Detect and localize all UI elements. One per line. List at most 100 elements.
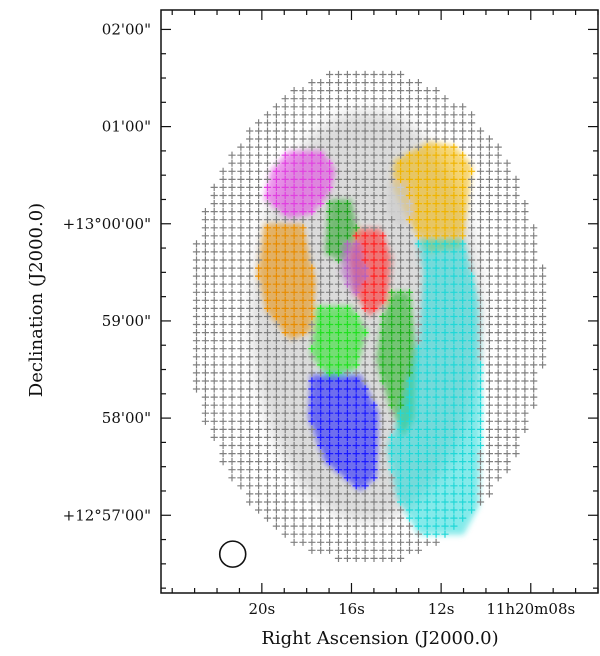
pixel-cross [405,401,414,409]
pixel-cross [334,79,343,87]
pixel-cross [468,433,476,441]
pixel-cross [263,135,272,143]
pixel-cross [432,385,440,393]
pixel-cross [308,433,316,441]
pixel-cross [263,466,272,474]
pixel-cross [441,232,449,240]
pixel-cross [405,304,414,312]
pixel-cross [423,353,431,361]
pixel-cross [512,183,520,191]
pixel-cross [441,119,449,127]
pixel-cross [246,329,254,337]
pixel-cross [432,506,440,514]
pixel-cross [290,425,298,433]
pixel-cross [450,433,458,441]
pixel-cross [414,546,422,554]
pixel-cross [263,159,272,167]
x-axis-label: Right Ascension (J2000.0) [261,628,498,649]
pixel-cross [450,216,458,224]
pixel-cross [228,353,236,361]
pixel-cross [352,385,360,393]
pixel-cross [485,450,493,458]
pixel-cross [423,240,431,248]
pixel-cross [352,546,360,554]
pixel-cross [255,167,263,175]
pixel-cross [405,95,414,103]
pixel-cross [299,409,307,417]
pixel-cross [255,200,263,208]
pixel-cross [326,167,334,175]
pixel-cross [388,70,396,79]
pixel-cross [405,111,414,119]
pixel-cross [263,498,272,506]
pixel-cross [379,320,387,329]
pixel-cross [263,441,272,450]
pixel-cross [450,240,458,248]
pixel-cross [326,530,334,538]
pixel-cross [450,498,458,506]
pixel-cross [476,175,485,183]
pixel-cross [423,159,431,167]
y-axis: 02'00"01'00"+13°00'00"59'00"58'00"+12°57… [63,20,598,589]
pixel-cross [308,151,316,159]
pixel-cross [228,288,236,296]
pixel-cross [352,191,360,200]
pixel-cross [503,296,511,304]
pixel-cross [370,393,378,401]
pixel-cross [272,224,280,232]
pixel-cross [414,240,422,248]
pixel-cross [228,272,236,280]
pixel-cross [414,135,422,143]
pixel-cross [326,369,334,377]
pixel-cross [485,208,493,216]
pixel-cross [299,417,307,425]
pixel-cross [468,369,476,377]
pixel-cross [308,135,316,143]
pixel-cross [255,232,263,240]
pixel-cross [237,208,245,216]
pixel-cross [379,296,387,304]
pixel-cross [459,450,467,458]
pixel-cross [281,232,289,240]
pixel-cross [272,167,280,175]
pixel-cross [459,191,467,200]
region-fill [391,141,473,253]
pixel-cross [361,474,369,482]
pixel-cross [308,466,316,474]
pixel-cross [290,151,298,159]
pixel-cross [423,272,431,280]
pixel-cross [228,216,236,224]
pixel-cross [334,458,343,466]
pixel-cross [290,87,298,95]
pixel-cross [370,554,378,562]
pixel-cross [334,441,343,450]
pixel-cross [414,409,422,417]
pixel-cross [450,256,458,264]
pixel-cross [432,377,440,385]
pixel-cross [334,466,343,474]
pixel-cross [459,312,467,321]
pixel-cross [450,208,458,216]
pixel-cross [379,409,387,417]
pixel-cross [299,345,307,353]
pixel-cross [343,490,351,498]
pixel-cross [326,111,334,119]
pixel-cross [388,490,396,498]
pixel-cross [539,264,547,272]
pixel-cross [343,127,351,135]
pixel-cross [512,296,520,304]
pixel-cross [192,345,201,353]
pixel-cross [326,450,334,458]
pixel-cross [334,232,343,240]
pixel-cross [308,208,316,216]
pixel-cross [343,280,351,288]
pixel-cross [361,127,369,135]
pixel-cross [379,361,387,369]
pixel-cross [290,377,298,385]
pixel-cross [388,143,396,151]
pixel-cross [237,280,245,288]
pixel-cross [308,159,316,167]
pixel-cross [237,450,245,458]
pixel-cross [334,304,343,312]
pixel-cross [450,127,458,135]
